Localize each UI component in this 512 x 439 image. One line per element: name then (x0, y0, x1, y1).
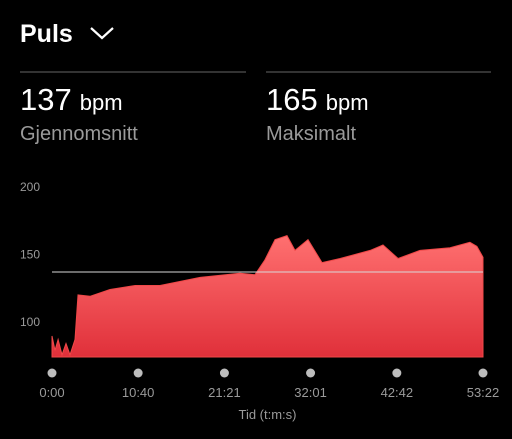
y-tick-label: 100 (20, 315, 40, 329)
chevron[interactable] (90, 27, 114, 40)
y-tick-label: 200 (20, 180, 40, 194)
x-tick-dot (306, 368, 316, 378)
heart-rate-area (51, 234, 484, 358)
x-tick-label: 21:21 (208, 385, 241, 400)
x-tick-dot (478, 368, 488, 378)
x-tick-dot (133, 368, 143, 378)
y-tick-label: 150 (20, 247, 40, 261)
stat-value: 137 (20, 82, 72, 117)
stat-value: 165 (266, 82, 318, 117)
title: Puls (20, 20, 73, 48)
stat-unit: bpm (326, 90, 369, 115)
x-tick-label: 53:22 (467, 385, 500, 400)
x-tick-dot (219, 368, 229, 378)
x-tick-label: 0:00 (39, 385, 64, 400)
stat-unit: bpm (80, 90, 123, 115)
stat-label: Gjennomsnitt (20, 123, 138, 145)
chart: 100 150 200 0:00 10:40 21:21 32:01 42:42 53:22 Ti… (20, 180, 499, 422)
x-axis-label: Tid (t:m:s) (238, 407, 296, 422)
stat-max: 165 bpm (266, 82, 369, 117)
header[interactable]: Puls (20, 20, 114, 48)
x-tick-dot (47, 368, 57, 378)
x-tick-label: 42:42 (381, 385, 414, 400)
x-tick-label: 10:40 (122, 385, 155, 400)
stat-average: 137 bpm (20, 82, 123, 117)
x-tick-dot (392, 368, 402, 378)
x-tick-label: 32:01 (294, 385, 327, 400)
stat-label: Maksimalt (266, 123, 356, 145)
